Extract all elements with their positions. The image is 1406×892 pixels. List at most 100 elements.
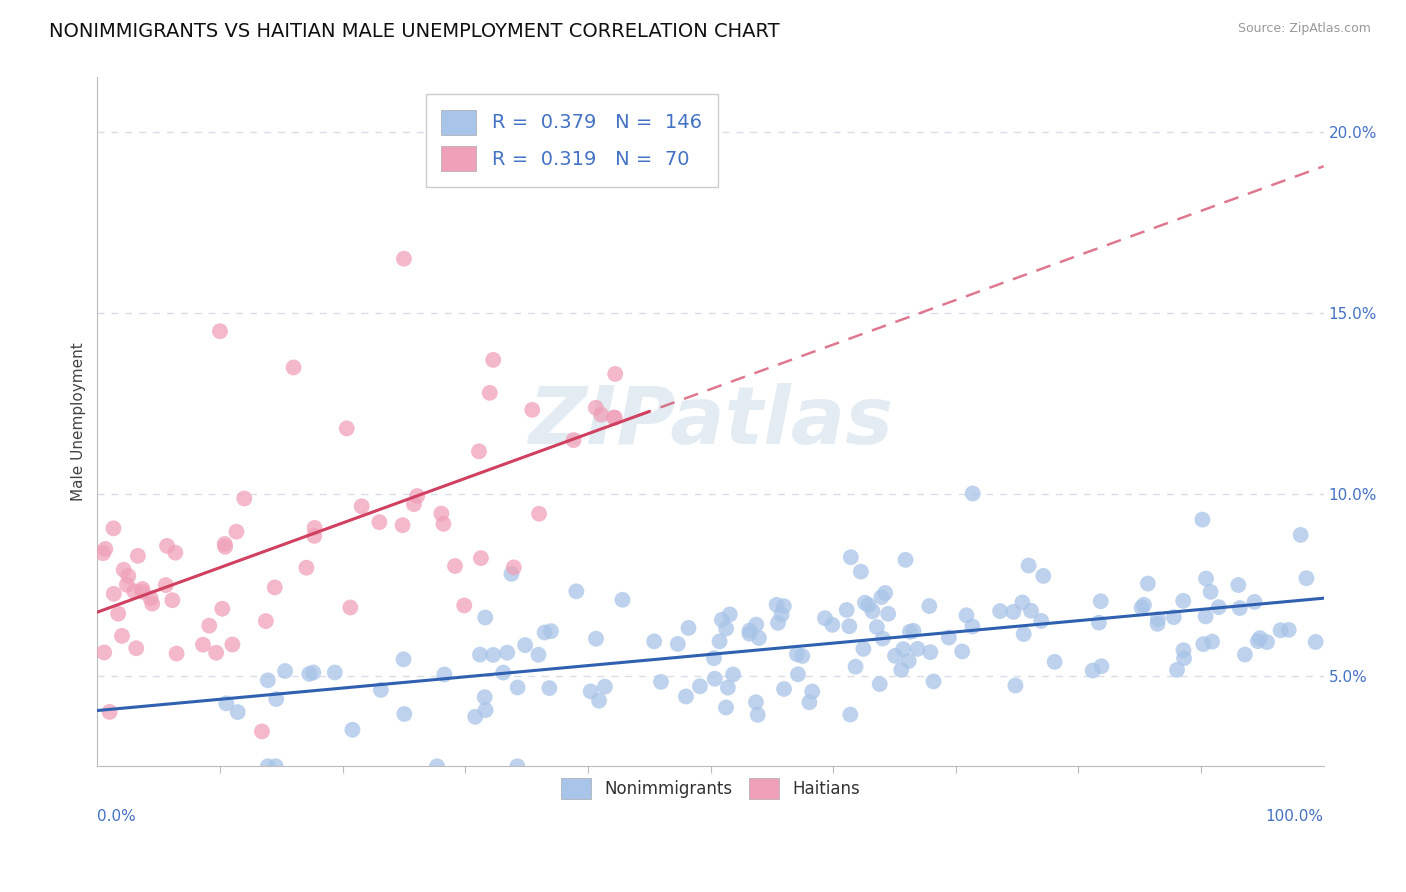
Point — [593, 680, 616, 694]
Point — [225, 524, 247, 539]
Point — [254, 614, 277, 628]
Point — [1012, 627, 1035, 641]
Point — [233, 491, 256, 506]
Point — [839, 707, 862, 722]
Point — [368, 515, 391, 529]
Point — [562, 433, 585, 447]
Point — [1229, 601, 1251, 615]
Point — [799, 695, 821, 709]
Point — [533, 625, 555, 640]
Point — [464, 710, 486, 724]
Point — [838, 619, 860, 633]
Point — [709, 634, 731, 648]
Point — [214, 540, 236, 554]
Point — [718, 607, 741, 622]
Point — [1043, 655, 1066, 669]
Point — [703, 672, 725, 686]
Point — [506, 681, 529, 695]
Point — [141, 597, 163, 611]
Point — [748, 631, 770, 645]
Point — [115, 578, 138, 592]
Point — [738, 624, 761, 638]
Point — [1019, 604, 1042, 618]
Point — [703, 651, 725, 665]
Point — [336, 421, 359, 435]
Point — [714, 700, 737, 714]
Point — [869, 677, 891, 691]
Point — [920, 645, 942, 659]
Point — [1090, 594, 1112, 608]
Text: 100.0%: 100.0% — [1265, 809, 1323, 823]
Point — [470, 551, 492, 566]
Point — [350, 500, 373, 514]
Point — [295, 560, 318, 574]
Point — [107, 607, 129, 621]
Point — [821, 617, 844, 632]
Point — [1305, 635, 1327, 649]
Point — [256, 673, 278, 688]
Point — [897, 654, 920, 668]
Point — [603, 410, 626, 425]
Point — [1173, 651, 1195, 665]
Point — [1256, 635, 1278, 649]
Point — [392, 252, 415, 266]
Point — [391, 518, 413, 533]
Point — [98, 705, 121, 719]
Point — [643, 634, 665, 648]
Point — [770, 607, 793, 622]
Point — [474, 690, 496, 705]
Point — [907, 641, 929, 656]
Point — [650, 674, 672, 689]
Point — [1004, 678, 1026, 692]
Point — [538, 681, 561, 695]
Point — [162, 593, 184, 607]
Point — [214, 537, 236, 551]
Point — [1146, 616, 1168, 631]
Point — [765, 598, 787, 612]
Point — [1227, 578, 1250, 592]
Point — [513, 638, 536, 652]
Point — [122, 584, 145, 599]
Point — [852, 641, 875, 656]
Point — [166, 647, 188, 661]
Point — [717, 681, 740, 695]
Legend: Nonimmigrants, Haitians: Nonimmigrants, Haitians — [554, 772, 866, 806]
Point — [1233, 648, 1256, 662]
Point — [1166, 663, 1188, 677]
Point — [527, 507, 550, 521]
Point — [274, 664, 297, 678]
Y-axis label: Male Unemployment: Male Unemployment — [72, 343, 86, 501]
Point — [1278, 623, 1301, 637]
Point — [406, 489, 429, 503]
Point — [127, 549, 149, 563]
Point — [1147, 612, 1170, 626]
Point — [1173, 643, 1195, 657]
Point — [866, 620, 889, 634]
Point — [468, 648, 491, 662]
Point — [444, 559, 467, 574]
Point — [226, 705, 249, 719]
Point — [103, 587, 125, 601]
Point — [298, 666, 321, 681]
Point — [215, 697, 238, 711]
Point — [1081, 664, 1104, 678]
Point — [773, 681, 796, 696]
Point — [585, 632, 607, 646]
Point — [540, 624, 562, 639]
Point — [870, 590, 893, 604]
Point — [745, 695, 768, 709]
Point — [139, 591, 162, 605]
Point — [155, 578, 177, 592]
Point — [678, 621, 700, 635]
Point — [426, 759, 449, 773]
Point — [858, 598, 880, 612]
Point — [506, 759, 529, 773]
Point — [721, 667, 744, 681]
Point — [432, 516, 454, 531]
Point — [612, 592, 634, 607]
Point — [342, 723, 364, 737]
Point — [962, 486, 984, 500]
Point — [94, 541, 117, 556]
Point — [773, 599, 796, 614]
Point — [605, 367, 627, 381]
